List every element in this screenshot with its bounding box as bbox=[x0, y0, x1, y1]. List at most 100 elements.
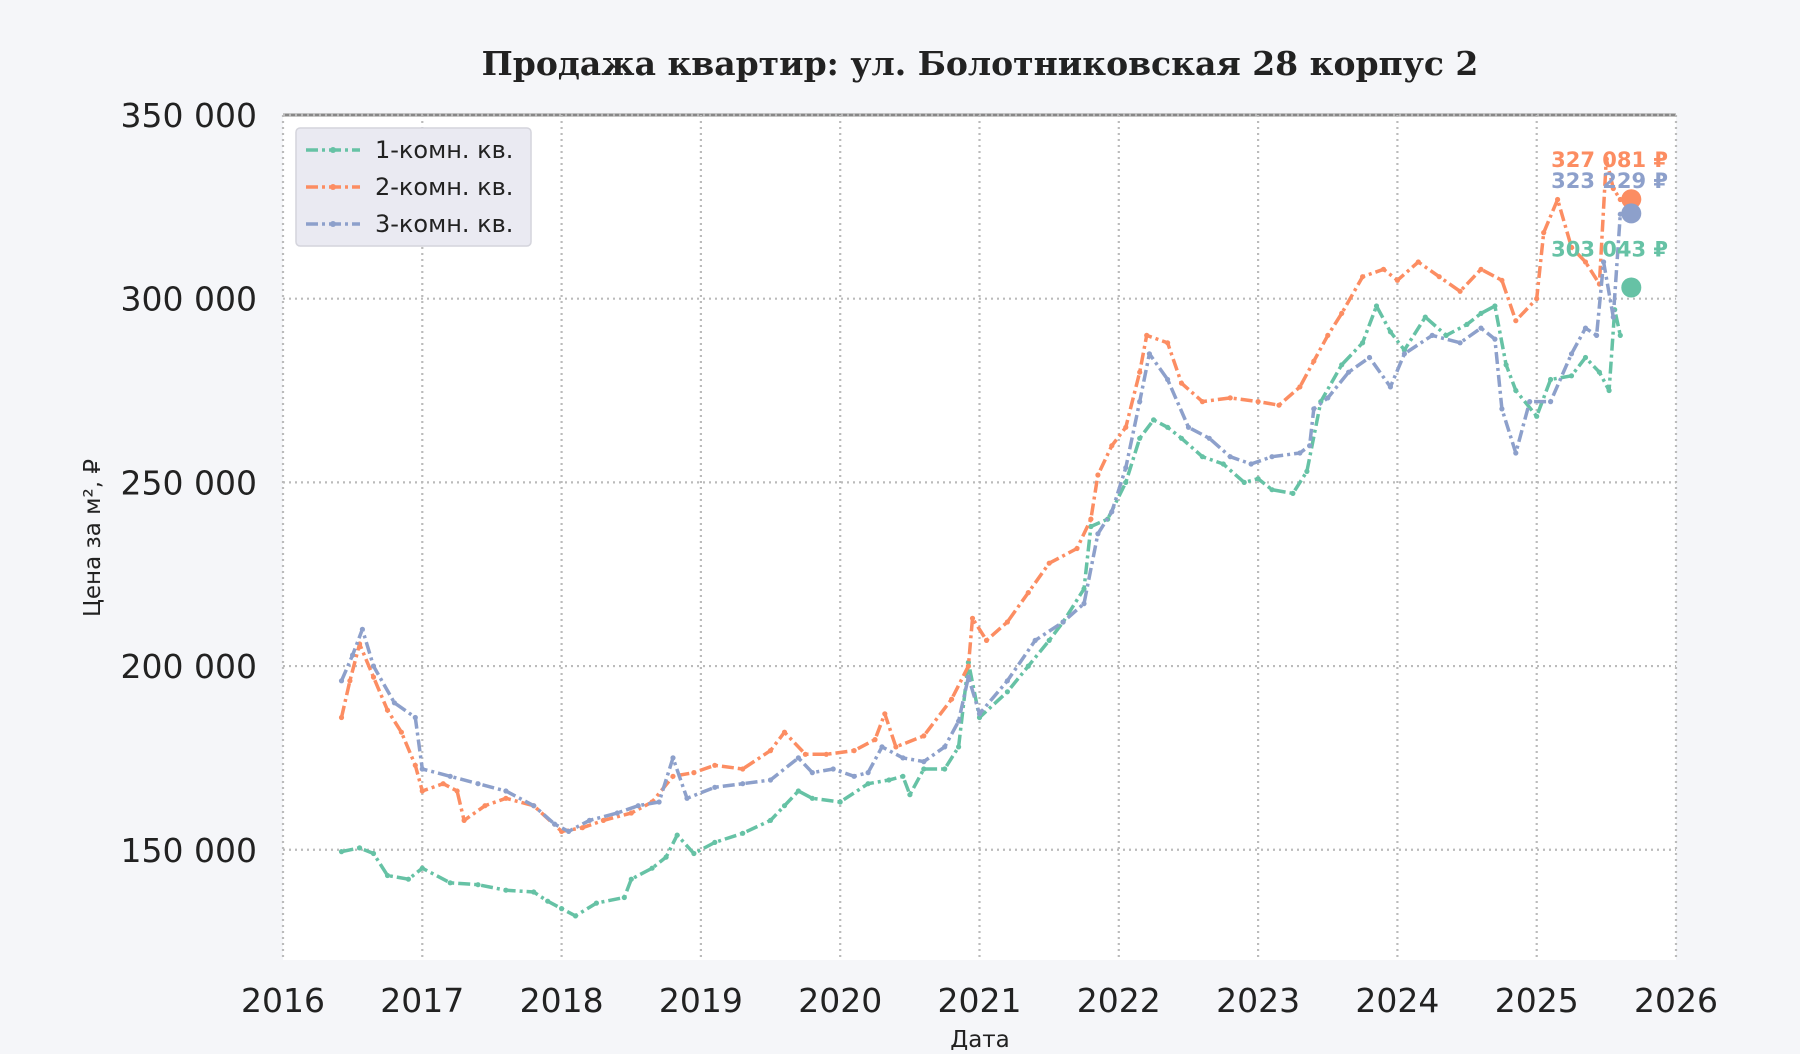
series-point-1 bbox=[370, 850, 377, 857]
series-point-1 bbox=[338, 849, 345, 855]
legend-label-2: 2-комн. кв. bbox=[375, 173, 513, 201]
series-point-2 bbox=[1199, 399, 1205, 405]
series-point-1 bbox=[1360, 340, 1366, 346]
series-point-3 bbox=[1478, 325, 1484, 331]
series-point-3 bbox=[851, 773, 857, 779]
x-tick-label: 2020 bbox=[798, 981, 882, 1020]
series-point-3 bbox=[1499, 406, 1505, 412]
x-tick-label: 2016 bbox=[241, 981, 325, 1020]
series-point-3 bbox=[1165, 376, 1171, 383]
series-point-2 bbox=[398, 729, 404, 735]
legend-marker-3 bbox=[330, 221, 336, 227]
series-point-2 bbox=[823, 751, 829, 757]
series-point-3 bbox=[635, 803, 641, 809]
end-marker-2 bbox=[1621, 189, 1642, 210]
series-point-3 bbox=[1527, 399, 1533, 405]
series-point-2 bbox=[1025, 590, 1031, 596]
series-point-3 bbox=[942, 744, 948, 750]
series-point-1 bbox=[1220, 461, 1226, 467]
series-point-2 bbox=[712, 762, 718, 768]
y-tick-label: 250 000 bbox=[121, 463, 257, 502]
series-point-3 bbox=[830, 766, 836, 772]
series-point-1 bbox=[1290, 490, 1296, 496]
series-point-3 bbox=[1568, 351, 1575, 357]
series-point-3 bbox=[1457, 340, 1463, 346]
series-point-3 bbox=[1032, 637, 1038, 644]
series-point-3 bbox=[767, 777, 774, 783]
series-point-2 bbox=[965, 663, 972, 669]
series-point-2 bbox=[1339, 310, 1345, 316]
series-point-3 bbox=[1109, 509, 1115, 515]
series-point-1 bbox=[1004, 689, 1011, 695]
series-point-1 bbox=[691, 850, 697, 857]
series-point-2 bbox=[1123, 424, 1129, 430]
series-point-1 bbox=[1178, 435, 1185, 441]
series-point-2 bbox=[1046, 560, 1052, 566]
series-point-2 bbox=[370, 674, 377, 680]
series-point-1 bbox=[1582, 354, 1589, 361]
series-point-1 bbox=[942, 766, 948, 772]
series-point-2 bbox=[691, 770, 697, 776]
series-point-1 bbox=[886, 777, 892, 783]
end-value-label-3: 323 229 ₽ bbox=[1551, 169, 1668, 193]
end-value-label-2: 327 081 ₽ bbox=[1551, 148, 1668, 172]
series-point-3 bbox=[1206, 435, 1212, 441]
series-point-1 bbox=[447, 880, 453, 886]
series-point-1 bbox=[1046, 637, 1052, 644]
series-point-1 bbox=[781, 803, 788, 809]
series-point-1 bbox=[531, 889, 537, 895]
series-point-2 bbox=[983, 637, 990, 644]
series-point-1 bbox=[712, 839, 718, 846]
series-point-3 bbox=[447, 773, 453, 779]
series-point-3 bbox=[419, 766, 425, 772]
series-point-3 bbox=[670, 755, 676, 761]
series-point-2 bbox=[1603, 156, 1609, 162]
series-point-1 bbox=[795, 788, 802, 794]
series-point-2 bbox=[802, 751, 809, 757]
series-point-1 bbox=[1373, 303, 1380, 309]
series-point-2 bbox=[781, 729, 788, 735]
series-point-3 bbox=[976, 711, 983, 717]
series-point-3 bbox=[1594, 332, 1600, 338]
series-point-3 bbox=[1137, 399, 1143, 405]
y-tick-label: 200 000 bbox=[121, 647, 257, 686]
series-point-3 bbox=[1582, 325, 1589, 331]
series-point-1 bbox=[921, 766, 927, 772]
series-point-2 bbox=[503, 795, 509, 801]
series-point-1 bbox=[1199, 454, 1205, 460]
y-axis-label: Цена за м², ₽ bbox=[80, 459, 106, 617]
series-point-1 bbox=[976, 714, 983, 721]
series-point-3 bbox=[1311, 406, 1317, 412]
y-tick-label: 150 000 bbox=[121, 831, 257, 870]
series-point-1 bbox=[1503, 362, 1509, 368]
series-point-1 bbox=[1241, 479, 1247, 485]
series-point-1 bbox=[1088, 523, 1094, 530]
series-point-3 bbox=[614, 810, 620, 816]
series-point-1 bbox=[1339, 362, 1345, 368]
series-point-3 bbox=[900, 755, 906, 761]
x-tick-label: 2019 bbox=[659, 981, 743, 1020]
y-tick-label: 350 000 bbox=[121, 96, 257, 135]
series-point-3 bbox=[1387, 384, 1393, 390]
series-point-1 bbox=[419, 865, 425, 871]
series-point-1 bbox=[1025, 663, 1031, 669]
series-point-2 bbox=[1415, 259, 1421, 265]
series-point-3 bbox=[879, 744, 885, 750]
series-point-2 bbox=[969, 615, 976, 621]
series-point-3 bbox=[1081, 601, 1087, 607]
series-point-1 bbox=[1534, 413, 1540, 419]
y-tick-label: 300 000 bbox=[121, 280, 257, 319]
axis-ticks: 2016 2017 2018 2019 2020 2021 2022 2023 2024 2025… bbox=[121, 96, 1718, 1020]
series-point-3 bbox=[1248, 461, 1254, 467]
series-point-1 bbox=[1596, 369, 1602, 375]
series-point-1 bbox=[621, 894, 627, 901]
series-point-2 bbox=[1457, 288, 1463, 294]
series-point-2 bbox=[1555, 196, 1561, 203]
series-point-1 bbox=[357, 845, 363, 851]
series-point-3 bbox=[1227, 454, 1233, 460]
series-point-1 bbox=[503, 887, 509, 893]
x-tick-label: 2017 bbox=[380, 981, 464, 1020]
series-point-1 bbox=[545, 898, 551, 904]
